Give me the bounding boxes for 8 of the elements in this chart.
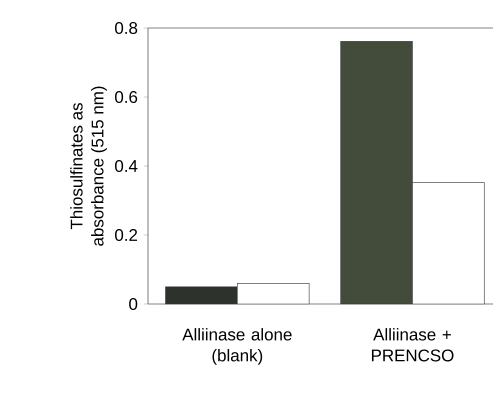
y-tick-label: 0.4 [115,160,138,172]
y-tick-label: 0.8 [115,22,138,34]
x-tick-label: Alliinase + PRENCSO [372,328,454,362]
y-tick-label: 0.6 [115,91,138,104]
y-tick-label: 0.2 [115,229,138,242]
y-axis-title: Thiosulfinates as absorbance (515 nm) [70,86,107,246]
y-tick-label: 0 [129,298,138,310]
x-tick-label: Alliinase alone (blank) [182,328,292,365]
